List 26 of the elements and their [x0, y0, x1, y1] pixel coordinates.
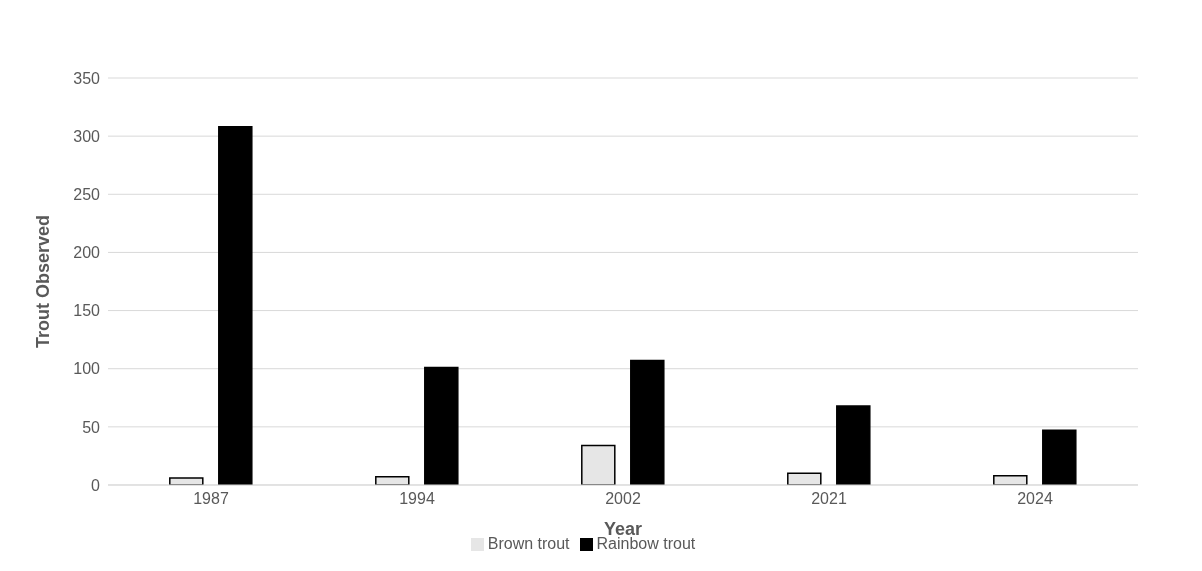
- x-tick-label: 1987: [193, 490, 229, 508]
- bar: [787, 472, 822, 485]
- bar: [581, 444, 616, 485]
- x-tick-label: 2021: [811, 490, 847, 508]
- bar: [993, 474, 1028, 485]
- legend-label: Rainbow trout: [596, 535, 696, 552]
- x-tick-label: 1994: [399, 490, 435, 508]
- y-tick-label: 150: [73, 302, 101, 320]
- y-tick-label: 200: [73, 244, 101, 262]
- bar: [630, 359, 665, 485]
- x-tick-label: 2002: [605, 490, 641, 508]
- y-tick-label: 250: [73, 185, 101, 203]
- bar: [836, 405, 871, 485]
- bar: [424, 366, 459, 485]
- bar: [218, 126, 253, 485]
- x-tick-label: 2024: [1017, 490, 1053, 508]
- y-axis-title: Trout Observed: [33, 214, 54, 349]
- legend-label: Brown trout: [487, 535, 570, 552]
- bar: [375, 476, 410, 485]
- bar: [169, 477, 204, 485]
- y-tick-label: 350: [73, 69, 101, 87]
- bar: [1042, 429, 1077, 485]
- y-tick-label: 100: [73, 360, 101, 378]
- y-tick-label: 50: [82, 418, 101, 436]
- y-tick-label: 0: [91, 476, 101, 494]
- y-tick-label: 300: [73, 127, 101, 145]
